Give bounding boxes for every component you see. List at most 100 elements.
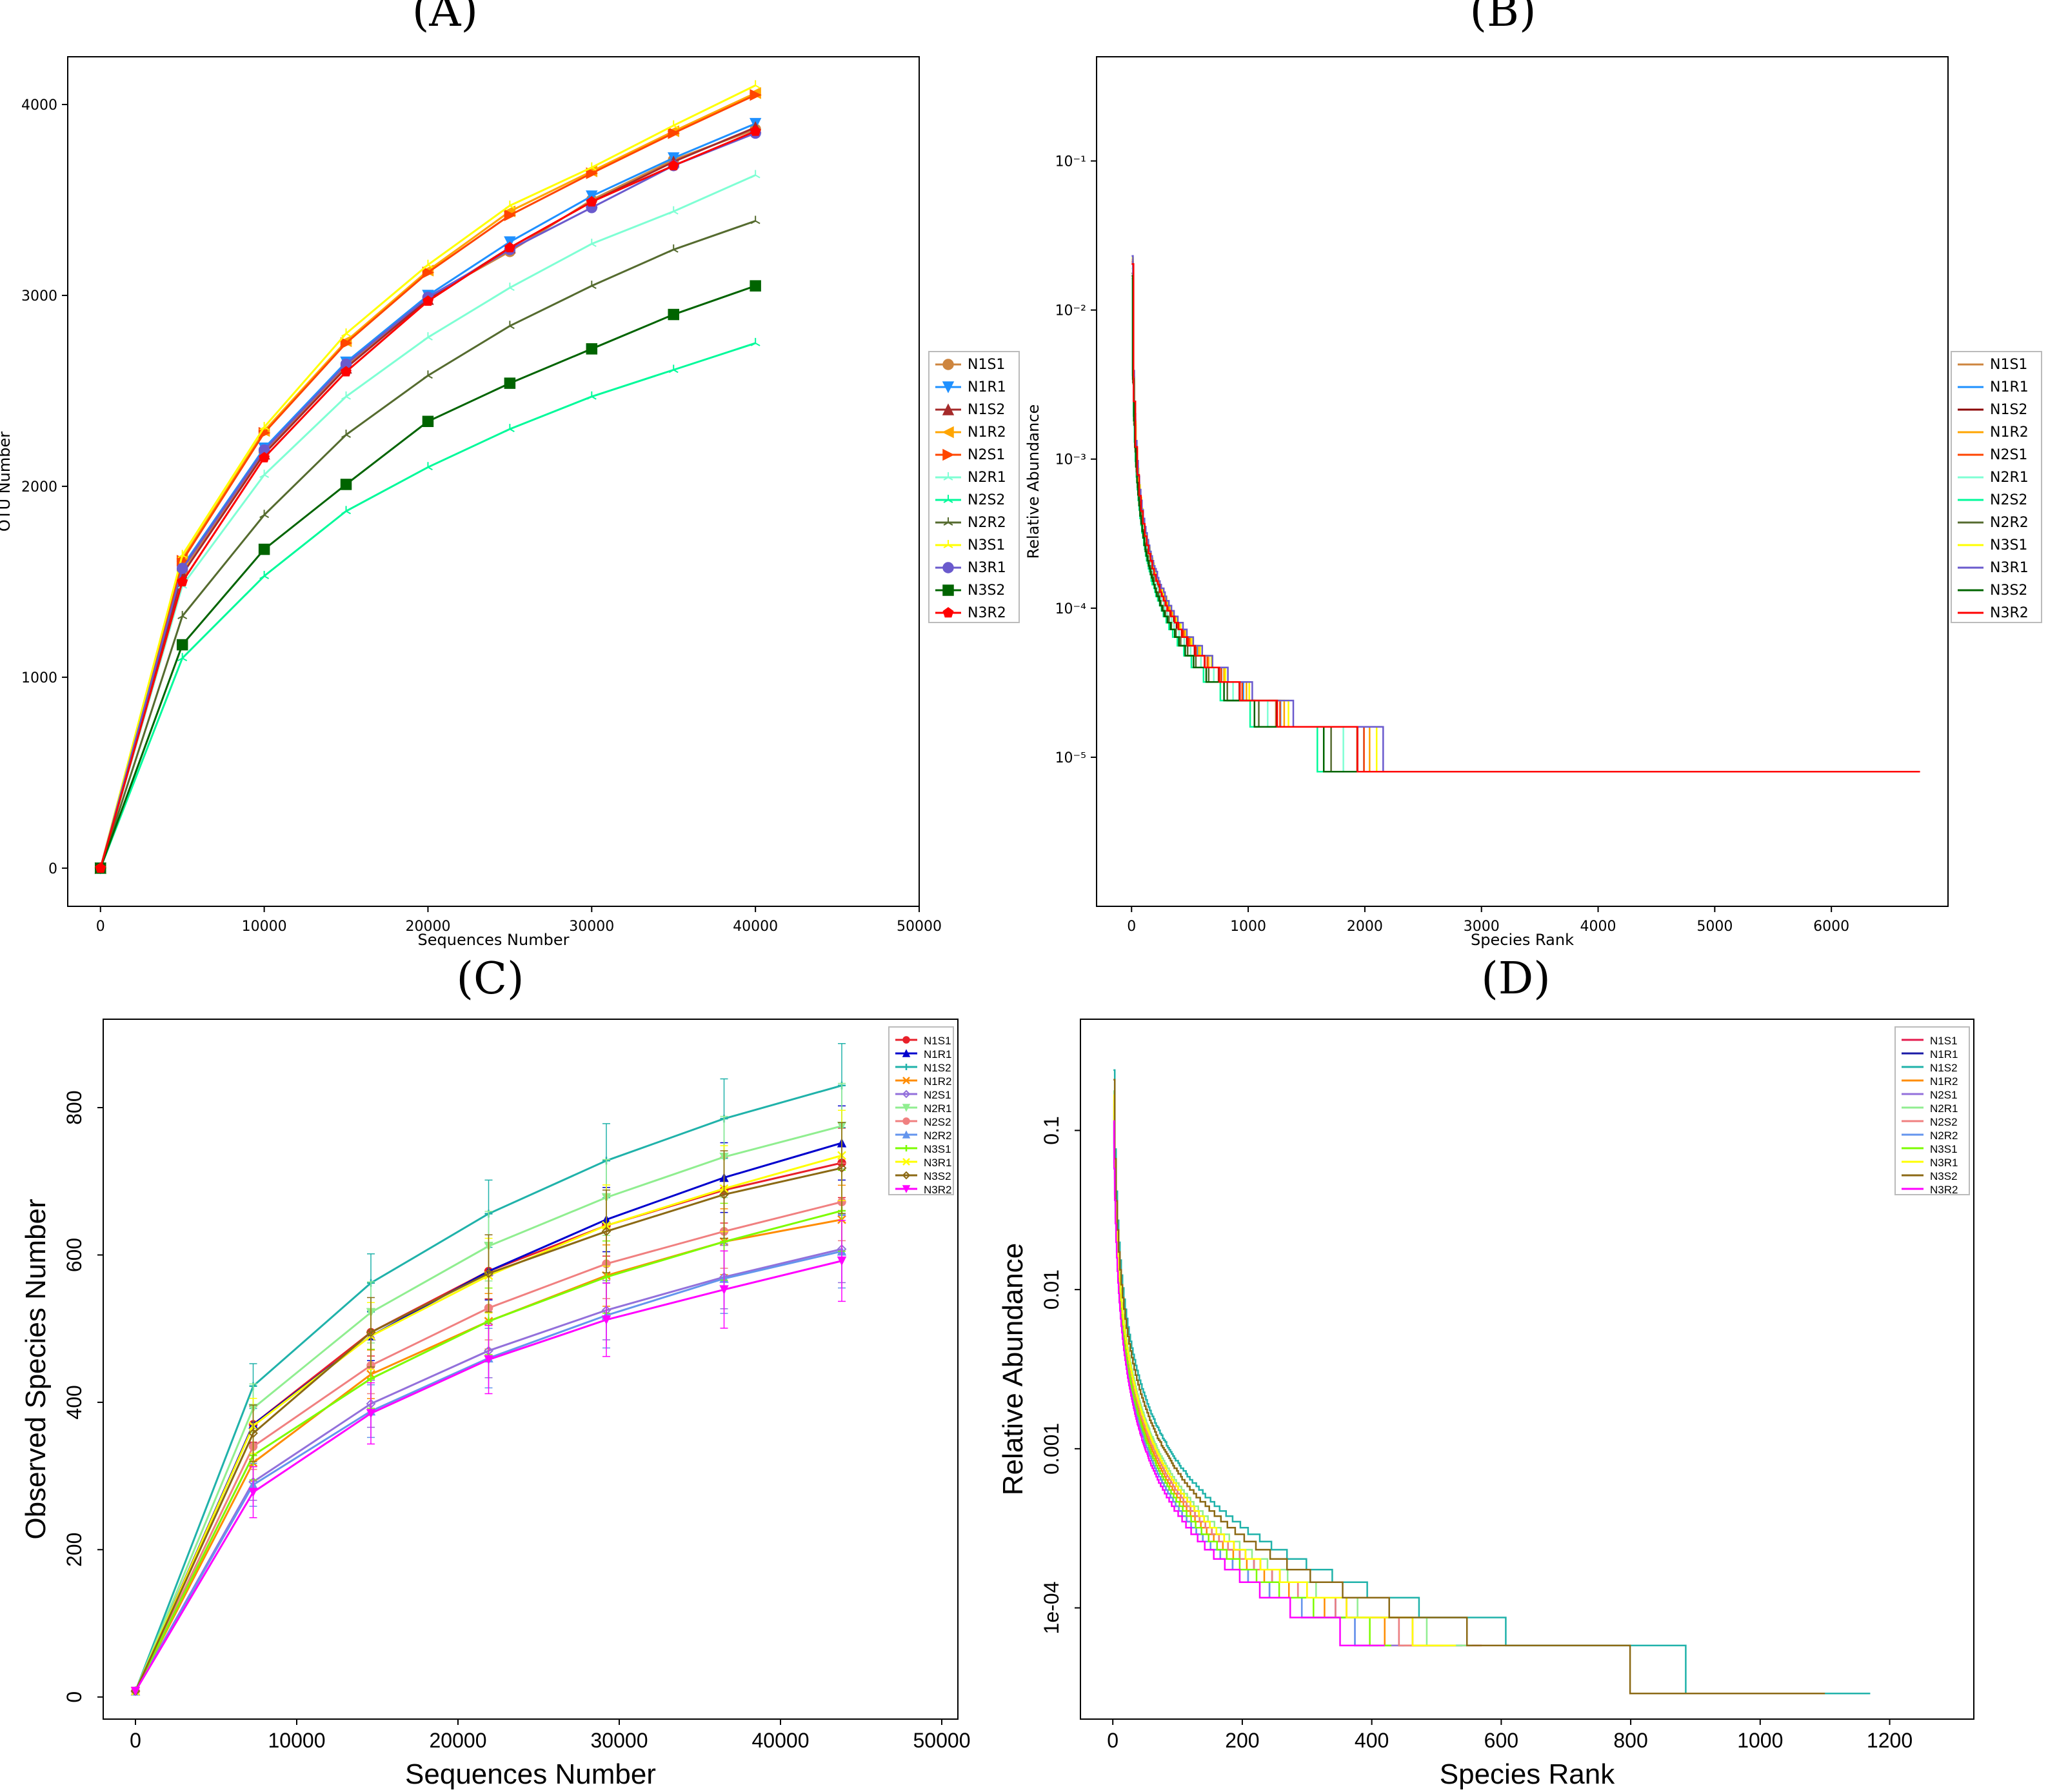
legend-entry: N1S2 xyxy=(1930,1062,1958,1074)
data-point xyxy=(719,1190,729,1200)
data-point xyxy=(586,162,597,171)
legend-entry: N1R1 xyxy=(1990,379,2029,395)
x-tick-label: 400 xyxy=(1355,1729,1389,1752)
legend-marker xyxy=(942,403,955,415)
y-tick-label: 0.01 xyxy=(1040,1269,1063,1309)
data-point xyxy=(750,80,761,89)
data-point xyxy=(484,1355,493,1365)
panel-3-axes: 0 200 400 600 800 1000 1200 0.1 0.01 0.001 1e-04 xyxy=(1040,1019,1974,1752)
data-point xyxy=(837,1256,847,1266)
series-N3R2 xyxy=(95,125,761,873)
series-N2S1 xyxy=(1131,261,1709,773)
legend-marker xyxy=(943,495,953,503)
data-point xyxy=(484,1317,493,1326)
legend-marker xyxy=(942,448,955,461)
data-point xyxy=(602,1273,610,1281)
legend-marker xyxy=(902,1077,910,1084)
series-line xyxy=(1131,263,1675,773)
legend-marker xyxy=(902,1117,910,1125)
legend-entry: N1S2 xyxy=(1990,402,2027,418)
data-point xyxy=(601,1226,611,1237)
legend-marker xyxy=(902,1185,911,1193)
x-tick-label: 2000 xyxy=(1347,919,1383,935)
series-N3R2 xyxy=(1131,263,1920,773)
series-line xyxy=(1131,275,1596,773)
panel-title: (B) xyxy=(1469,0,1536,37)
x-tick-label: 40000 xyxy=(752,1729,810,1752)
series-N2R1 xyxy=(1131,267,1656,773)
series-line xyxy=(1113,1090,1473,1647)
legend-entry: N2S1 xyxy=(924,1089,951,1101)
x-tick-label: 0 xyxy=(130,1729,141,1752)
y-tick-label: 10⁻³ xyxy=(1055,452,1086,468)
series-N2S1 xyxy=(1113,1114,1404,1647)
series-line xyxy=(99,92,756,869)
data-point xyxy=(367,1375,375,1383)
data-point xyxy=(130,1686,141,1697)
legend-entry: N1S2 xyxy=(924,1062,951,1074)
series-N1R2 xyxy=(1113,1103,1450,1647)
plot-frame xyxy=(1080,1019,1974,1720)
data-point xyxy=(422,415,434,428)
y-tick-label: 3000 xyxy=(21,288,57,304)
error-bar xyxy=(838,1122,846,1214)
legend-marker xyxy=(902,1090,911,1099)
y-tick-label: 10⁻⁴ xyxy=(1055,601,1087,617)
series-line xyxy=(99,123,756,869)
legend-marker xyxy=(942,584,954,596)
panel-title: (C) xyxy=(456,953,524,1004)
series-line xyxy=(99,85,756,869)
y-tick-label: 600 xyxy=(63,1238,86,1272)
data-point xyxy=(258,543,270,555)
data-point xyxy=(504,283,515,291)
legend-entry: N1S1 xyxy=(1930,1035,1958,1047)
panel-0-axes: 0 10000 20000 30000 40000 50000 0 1000 2000 3000 4… xyxy=(21,56,942,935)
legend-marker xyxy=(942,426,954,439)
legend-entry: N2R1 xyxy=(924,1102,951,1115)
y-tick-label: 200 xyxy=(63,1533,86,1567)
x-tick-label: 1000 xyxy=(1230,919,1266,935)
series-line xyxy=(1131,263,1920,773)
error-bar xyxy=(602,1190,610,1273)
y-axis-label: OTU Number xyxy=(0,432,14,532)
x-axis-label: Species Rank xyxy=(1440,1758,1615,1790)
legend-entry: N3S1 xyxy=(1990,537,2027,553)
legend-marker xyxy=(942,381,955,393)
panel-title: (D) xyxy=(1481,953,1551,1004)
series-line xyxy=(99,132,756,869)
plot-frame xyxy=(1096,56,1949,907)
legend-entry: N2R1 xyxy=(1930,1102,1958,1115)
series-line xyxy=(1113,1079,1825,1695)
y-tick-label: 400 xyxy=(63,1385,86,1419)
series-line xyxy=(1131,277,1549,773)
data-point xyxy=(504,242,515,253)
series-line xyxy=(99,126,756,869)
x-tick-label: 0 xyxy=(1107,1729,1118,1752)
data-point xyxy=(177,550,188,559)
data-point xyxy=(259,470,270,479)
data-point xyxy=(586,239,597,247)
y-axis-label: Relative Abundance xyxy=(1024,404,1042,559)
x-tick-label: 30000 xyxy=(591,1729,648,1752)
series-N3S2 xyxy=(1113,1079,1825,1695)
legend-entry: N1S1 xyxy=(968,357,1005,373)
x-tick-label: 200 xyxy=(1225,1729,1259,1752)
series-N1R2 xyxy=(1131,259,1704,773)
legend-entry: N2R2 xyxy=(1990,515,2029,531)
data-point xyxy=(423,332,433,341)
series-N3R1 xyxy=(1113,1094,1456,1647)
data-point xyxy=(668,206,679,215)
legend-marker xyxy=(942,562,954,573)
legend-entry: N2S2 xyxy=(1930,1116,1958,1128)
data-point xyxy=(423,259,433,268)
data-point xyxy=(668,120,679,129)
x-tick-label: 10000 xyxy=(242,919,287,935)
y-tick-label: 1e-04 xyxy=(1040,1582,1063,1635)
data-point xyxy=(422,266,435,279)
series-line xyxy=(1113,1099,1463,1647)
series-line xyxy=(99,174,756,869)
data-point xyxy=(504,209,517,221)
y-tick-label: 10⁻⁵ xyxy=(1055,750,1086,766)
legend-entry: N1R1 xyxy=(924,1048,951,1060)
